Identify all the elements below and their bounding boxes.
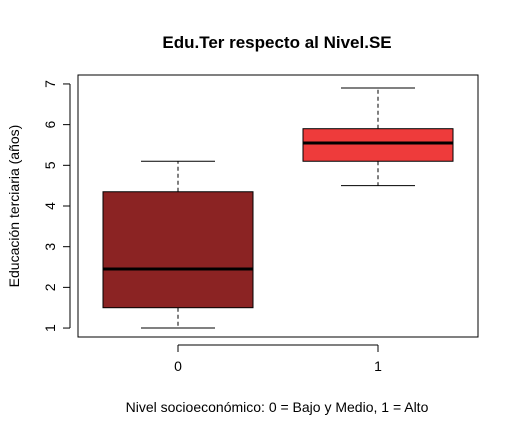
x-axis-label: Nivel socioeconómico: 0 = Bajo y Medio, … (126, 399, 429, 415)
y-axis-label: Educación terciaria (años) (6, 125, 22, 288)
x-tick-label-1: 1 (374, 358, 382, 374)
chart-title: Edu.Ter respecto al Nivel.SE (162, 33, 391, 52)
y-tick-label-1: 1 (42, 324, 58, 332)
x-tick-label-0: 0 (174, 358, 182, 374)
box-body-1 (302, 128, 454, 162)
y-tick-label-6: 6 (42, 121, 58, 129)
boxes-layer (102, 87, 454, 329)
plot-frame (77, 74, 479, 338)
y-axis: 1 2 3 4 5 6 7 (42, 80, 71, 332)
y-tick-label-5: 5 (42, 161, 58, 169)
y-tick-label-3: 3 (42, 243, 58, 251)
box-1 (302, 87, 454, 187)
y-tick-label-7: 7 (42, 80, 58, 88)
box-body-0 (102, 191, 254, 309)
y-tick-label-4: 4 (42, 202, 58, 210)
box-0 (102, 160, 254, 329)
y-tick-label-2: 2 (42, 283, 58, 291)
